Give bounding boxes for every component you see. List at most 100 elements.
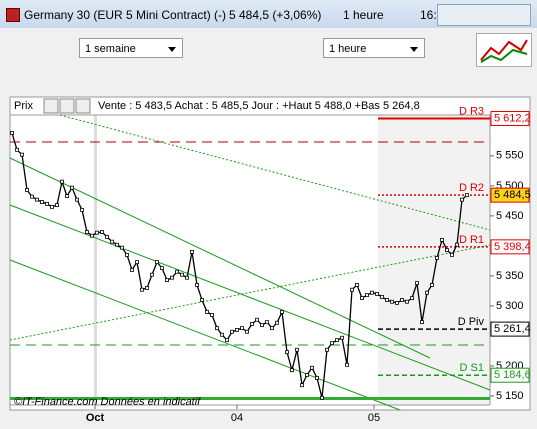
price-point <box>255 317 259 322</box>
price-point <box>130 268 134 272</box>
price-point <box>10 131 14 135</box>
price-point <box>300 383 304 388</box>
level-value: 5 184,6 <box>494 369 531 381</box>
level-box <box>490 367 530 383</box>
price-point <box>60 179 64 184</box>
price-point <box>360 296 364 301</box>
price-point <box>85 230 89 234</box>
price-point <box>100 230 104 234</box>
x-tick-label: 05 <box>368 412 380 424</box>
window-buttons[interactable] <box>437 4 531 26</box>
price-point <box>95 230 99 235</box>
price-point <box>270 326 274 331</box>
price-point <box>445 248 449 252</box>
y-tick-label: 5 300 <box>496 300 524 312</box>
tool-button[interactable] <box>59 98 75 114</box>
price-point <box>390 299 394 304</box>
level-box <box>490 110 530 126</box>
tool-button[interactable] <box>75 98 91 114</box>
price-point <box>455 242 459 247</box>
price-point <box>265 320 269 325</box>
price-point <box>370 290 374 295</box>
price-point <box>210 313 214 317</box>
price-point <box>350 287 354 292</box>
app-icon <box>6 8 20 22</box>
pivot-name: D R1 <box>459 234 484 246</box>
price-point <box>355 283 359 287</box>
price-point <box>185 275 189 280</box>
price-point <box>435 255 439 260</box>
price-point <box>375 292 379 296</box>
level-box <box>490 321 530 337</box>
interval-select[interactable]: 1 heure <box>323 38 425 58</box>
tool-button[interactable] <box>43 98 59 114</box>
price-point <box>45 201 49 206</box>
price-point <box>50 204 54 209</box>
price-point <box>415 281 419 286</box>
price-point <box>175 269 179 274</box>
price-point <box>215 326 219 331</box>
price-point <box>460 197 464 202</box>
price-point <box>295 347 299 352</box>
price-point <box>200 298 204 302</box>
price-point <box>400 298 404 302</box>
price-point <box>425 290 429 295</box>
period-select[interactable]: 1 semaine <box>79 38 183 58</box>
price-point <box>170 275 174 280</box>
panel-label: Prix <box>14 100 33 112</box>
pivot-name: D S1 <box>460 362 484 374</box>
title-bar: Germany 30 (EUR 5 Mini Contract) (-) 5 4… <box>0 0 537 28</box>
y-tick-label: 5 150 <box>496 390 524 402</box>
price-point <box>285 350 289 355</box>
price-point <box>430 283 434 287</box>
price-point <box>180 272 184 277</box>
pivot-name: D Piv <box>458 316 485 328</box>
price-point <box>385 298 389 302</box>
price-point <box>380 295 384 299</box>
price-point <box>145 286 149 290</box>
price-point <box>315 376 319 380</box>
price-point <box>450 252 454 257</box>
level-value: 5 261,4 <box>494 323 531 335</box>
price-point <box>440 237 444 242</box>
chart-icon <box>480 39 528 63</box>
price-point <box>345 362 349 367</box>
y-tick-label: 5 550 <box>496 150 524 162</box>
price-point <box>405 299 409 304</box>
price-point <box>105 234 109 239</box>
price-point <box>20 152 24 157</box>
price-point <box>75 197 79 202</box>
level-value: 5 398,4 <box>494 241 531 253</box>
level-box <box>490 239 530 255</box>
x-tick-label: 04 <box>231 412 243 424</box>
day-separator <box>94 115 97 405</box>
price-point <box>235 328 239 332</box>
y-tick-label: 5 350 <box>496 270 524 282</box>
pivot-name: D R2 <box>459 182 484 194</box>
price-point <box>150 272 154 277</box>
price-point <box>230 329 234 334</box>
price-point <box>395 301 399 305</box>
price-point <box>195 283 199 287</box>
price-point <box>245 329 249 334</box>
bottom-band <box>10 397 490 400</box>
price-point <box>90 233 94 238</box>
chart-type-button[interactable] <box>476 33 532 67</box>
price-point <box>305 373 309 377</box>
price-point <box>280 310 284 314</box>
price-point <box>155 260 159 265</box>
price-point <box>135 260 139 265</box>
price-point <box>240 326 244 331</box>
price-point <box>320 395 324 400</box>
level-value: 5 612,2 <box>494 112 531 124</box>
price-point <box>140 287 144 292</box>
window-title: Germany 30 (EUR 5 Mini Contract) (-) <box>24 8 227 22</box>
trend-channel <box>9 244 491 341</box>
level-value: 5 484,5 <box>494 189 531 201</box>
y-tick-label: 5 450 <box>496 210 524 222</box>
price-point <box>420 320 424 325</box>
price-point <box>410 296 414 301</box>
price-point <box>275 320 279 325</box>
